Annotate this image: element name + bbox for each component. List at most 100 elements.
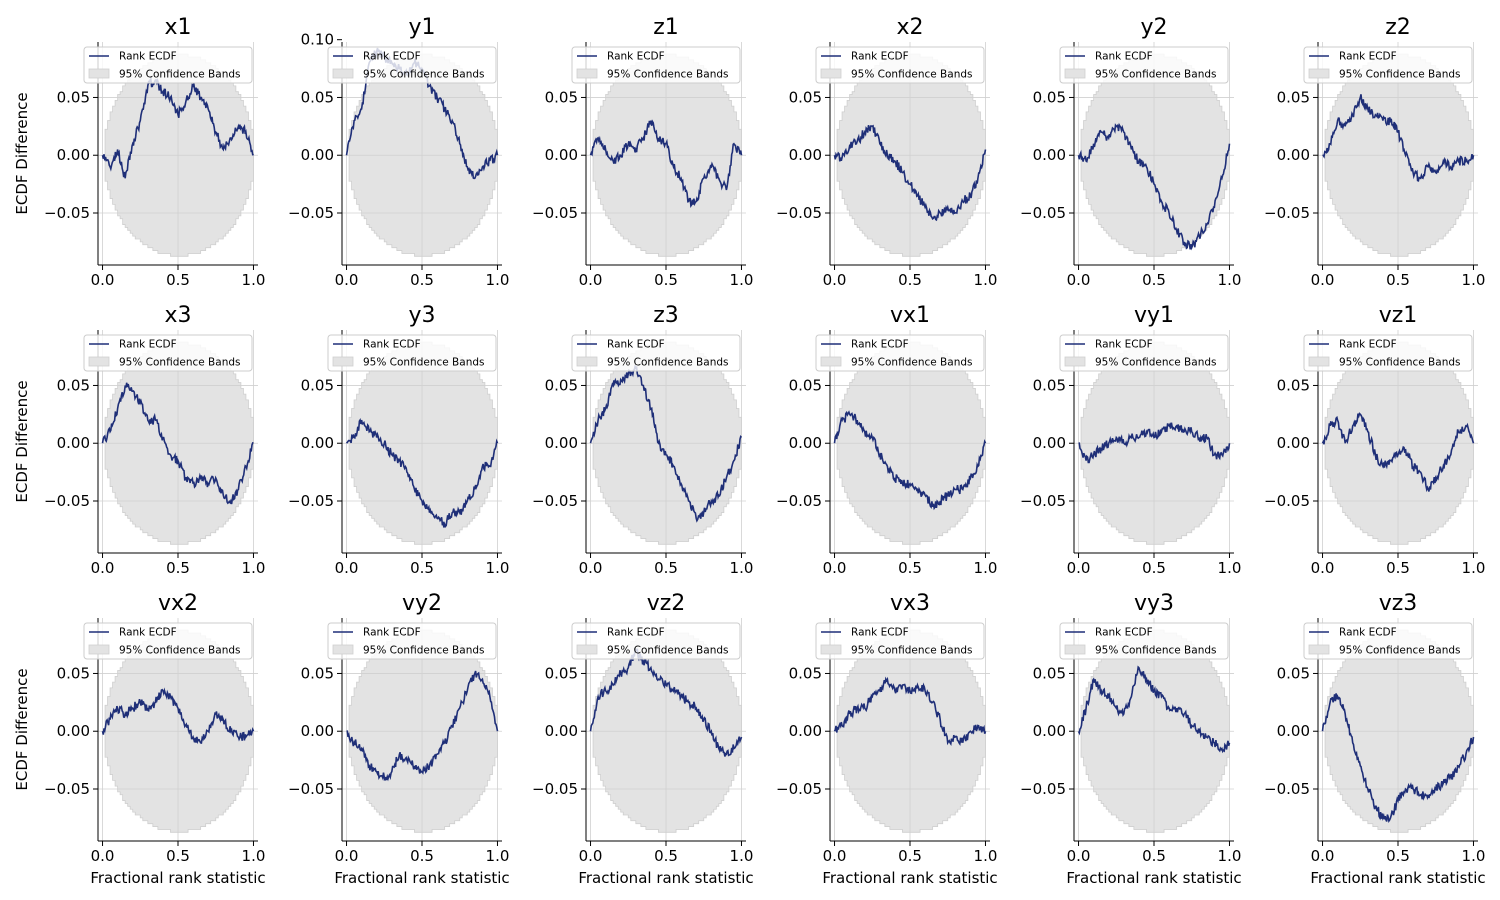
x-tick-label: 1.0 (1218, 559, 1242, 577)
y-tick-label: −0.05 (1264, 492, 1310, 510)
y-tick-label: 0.00 (301, 722, 334, 740)
x-tick-label: 0.0 (91, 559, 115, 577)
y-tick-label: 0.00 (301, 434, 334, 452)
x-tick-label: 1.0 (1218, 271, 1242, 289)
legend-band-swatch (820, 644, 842, 655)
x-tick-label: 0.0 (335, 271, 359, 289)
x-tick-label: 0.0 (579, 559, 603, 577)
x-tick-label: 1.0 (974, 559, 998, 577)
legend: Rank ECDF 95% Confidence Bands (1303, 622, 1473, 660)
y-tick-label: 0.10 (301, 31, 334, 49)
ecdf-line (1077, 122, 1231, 251)
x-tick-label: 1.0 (974, 271, 998, 289)
y-tick-label: 0.00 (57, 434, 90, 452)
ecdf-line (833, 410, 987, 511)
y-tick-label: 0.05 (1277, 664, 1310, 682)
x-axis-label: Fractional rank statistic (822, 869, 997, 887)
x-tick-label: 0.0 (1067, 559, 1091, 577)
legend-band-label: 95% Confidence Bands (851, 645, 972, 657)
legend-line-label: Rank ECDF (363, 51, 421, 63)
legend-band-label: 95% Confidence Bands (1095, 69, 1216, 81)
legend-band-label: 95% Confidence Bands (1339, 357, 1460, 369)
ecdf-line (346, 670, 499, 782)
y-tick-label: 0.05 (57, 88, 90, 106)
x-tick-label: 0.0 (1311, 271, 1335, 289)
legend: Rank ECDF 95% Confidence Bands (571, 622, 741, 660)
y-tick-label: 0.00 (545, 146, 578, 164)
x-tick-label: 1.0 (974, 847, 998, 865)
y-tick-label: 0.05 (1277, 376, 1310, 394)
legend-line-label: Rank ECDF (119, 339, 177, 351)
legend-band-swatch (1064, 644, 1086, 655)
x-tick-label: 0.0 (1311, 559, 1335, 577)
y-tick-label: 0.05 (301, 664, 334, 682)
panel-x3: 0.0 0.5 1.0 −0.05 0.00 0.05 x3 Rank ECDF 95% Con… (13, 303, 265, 577)
y-axis-label: ECDF Difference (13, 380, 31, 502)
legend-band-label: 95% Confidence Bands (363, 357, 484, 369)
legend-line-label: Rank ECDF (1339, 51, 1397, 63)
y-tick-label: 0.00 (57, 722, 90, 740)
y-tick-label: 0.00 (545, 434, 578, 452)
ecdf-line (1078, 422, 1231, 464)
x-tick-label: 0.5 (898, 847, 922, 865)
legend-line-label: Rank ECDF (1339, 339, 1397, 351)
ecdf-line (101, 687, 255, 745)
y-tick-label: 0.05 (1033, 88, 1066, 106)
legend-band-swatch (1308, 68, 1330, 79)
legend-box (571, 334, 741, 372)
x-tick-label: 0.0 (823, 271, 847, 289)
x-tick-label: 0.0 (1067, 271, 1091, 289)
x-tick-label: 1.0 (730, 847, 754, 865)
x-tick-label: 0.5 (1142, 271, 1166, 289)
x-tick-label: 1.0 (730, 559, 754, 577)
x-tick-label: 1.0 (1218, 847, 1242, 865)
panel-title: vx2 (158, 591, 198, 616)
legend-box (1303, 622, 1473, 660)
x-tick-label: 0.5 (898, 559, 922, 577)
y-tick-label: 0.05 (1033, 664, 1066, 682)
legend-band-swatch (332, 356, 354, 367)
ecdf-line (1077, 665, 1231, 754)
legend-band-swatch (576, 356, 598, 367)
legend-band-swatch (1064, 356, 1086, 367)
x-tick-label: 0.5 (654, 559, 678, 577)
ecdf-line (345, 418, 499, 528)
legend-box (571, 622, 741, 660)
x-tick-label: 1.0 (486, 847, 510, 865)
panel-y3: 0.0 0.5 1.0 −0.05 0.00 0.05 y3 Rank ECDF 95% Con… (288, 303, 509, 577)
legend-box (815, 622, 985, 660)
legend-line-label: Rank ECDF (119, 51, 177, 63)
x-tick-label: 0.5 (654, 271, 678, 289)
y-tick-label: −0.05 (532, 204, 578, 222)
legend-band-label: 95% Confidence Bands (851, 357, 972, 369)
panel-vy3: 0.0 0.5 1.0 −0.05 0.00 0.05 vy3 Rank ECDF 95% Co… (1020, 591, 1242, 887)
y-tick-label: −0.05 (44, 492, 90, 510)
y-tick-label: 0.05 (57, 664, 90, 682)
x-tick-label: 0.5 (654, 847, 678, 865)
x-tick-label: 0.5 (410, 271, 434, 289)
x-tick-label: 0.5 (898, 271, 922, 289)
legend-band-swatch (576, 644, 598, 655)
ecdf-line (1321, 693, 1475, 823)
legend-box (815, 334, 985, 372)
y-tick-label: 0.00 (789, 146, 822, 164)
legend-band-label: 95% Confidence Bands (1339, 69, 1460, 81)
legend-band-label: 95% Confidence Bands (119, 69, 240, 81)
x-tick-label: 0.5 (1386, 559, 1410, 577)
legend: Rank ECDF 95% Confidence Bands (1059, 46, 1229, 84)
x-tick-label: 1.0 (242, 271, 266, 289)
y-tick-label: 0.00 (301, 146, 334, 164)
panel-title: x1 (164, 15, 191, 40)
legend-box (1303, 334, 1473, 372)
panel-title: y1 (408, 15, 435, 40)
y-tick-label: 0.05 (1277, 88, 1310, 106)
legend-line-label: Rank ECDF (607, 51, 665, 63)
legend-band-label: 95% Confidence Bands (119, 645, 240, 657)
legend: Rank ECDF 95% Confidence Bands (1059, 622, 1229, 660)
legend-band-label: 95% Confidence Bands (1095, 357, 1216, 369)
y-tick-label: 0.00 (1033, 146, 1066, 164)
y-tick-label: 0.00 (57, 146, 90, 164)
x-tick-label: 1.0 (1462, 271, 1486, 289)
x-tick-label: 0.0 (335, 559, 359, 577)
